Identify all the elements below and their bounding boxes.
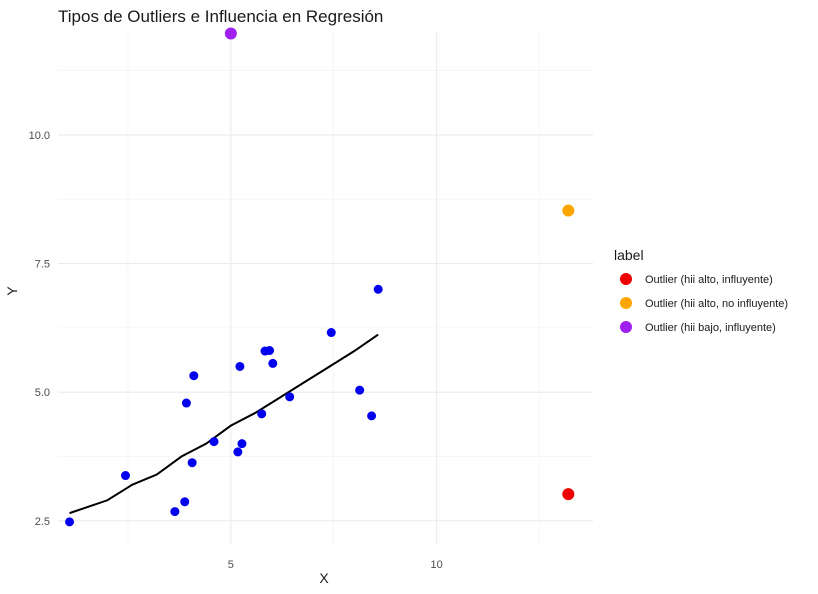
y-tick-label: 7.5 bbox=[35, 259, 50, 271]
data-point bbox=[367, 411, 377, 421]
y-tick-label: 5.0 bbox=[35, 387, 50, 399]
outlier-point bbox=[224, 27, 237, 40]
y-axis-ticks: 2.5 5.0 7.5 10.0 bbox=[29, 130, 50, 528]
x-axis-title: X bbox=[319, 570, 329, 586]
data-point bbox=[187, 458, 197, 468]
outlier-point bbox=[562, 204, 575, 217]
legend-label: Outlier (hii bajo, influyente) bbox=[645, 322, 776, 334]
data-point bbox=[237, 439, 247, 449]
legend: label Outlier (hii alto, influyente) Outl… bbox=[614, 247, 788, 334]
data-point bbox=[268, 358, 278, 368]
data-point bbox=[189, 371, 199, 381]
legend-title: label bbox=[614, 247, 644, 263]
data-point bbox=[181, 398, 191, 408]
grid-minor bbox=[58, 32, 593, 544]
y-axis-title: Y bbox=[4, 286, 20, 296]
data-points bbox=[65, 27, 575, 527]
regression-line-layer bbox=[69, 333, 379, 515]
data-point bbox=[65, 517, 75, 527]
data-point bbox=[209, 437, 219, 447]
data-point bbox=[373, 284, 383, 294]
legend-label: Outlier (hii alto, influyente) bbox=[645, 274, 773, 286]
data-point bbox=[180, 497, 190, 507]
x-tick-label: 10 bbox=[430, 559, 442, 571]
x-axis-ticks: 5 10 bbox=[228, 559, 443, 571]
y-tick-label: 2.5 bbox=[35, 516, 50, 528]
data-point bbox=[257, 409, 267, 419]
grid-major bbox=[58, 32, 593, 544]
data-point bbox=[326, 328, 336, 338]
legend-label: Outlier (hii alto, no influyente) bbox=[645, 298, 788, 310]
regression-line bbox=[69, 333, 379, 515]
data-point bbox=[120, 471, 130, 481]
data-point bbox=[285, 392, 295, 402]
data-point bbox=[355, 385, 365, 395]
y-tick-label: 10.0 bbox=[29, 130, 50, 142]
legend-key bbox=[620, 297, 632, 309]
data-point bbox=[265, 346, 275, 356]
x-tick-label: 5 bbox=[228, 559, 234, 571]
data-point bbox=[235, 361, 245, 371]
data-point bbox=[233, 447, 243, 457]
legend-key bbox=[620, 273, 632, 285]
outlier-point bbox=[562, 488, 575, 501]
chart-title: Tipos de Outliers e Influencia en Regres… bbox=[58, 7, 383, 26]
data-point bbox=[170, 507, 180, 517]
legend-key bbox=[620, 321, 632, 333]
